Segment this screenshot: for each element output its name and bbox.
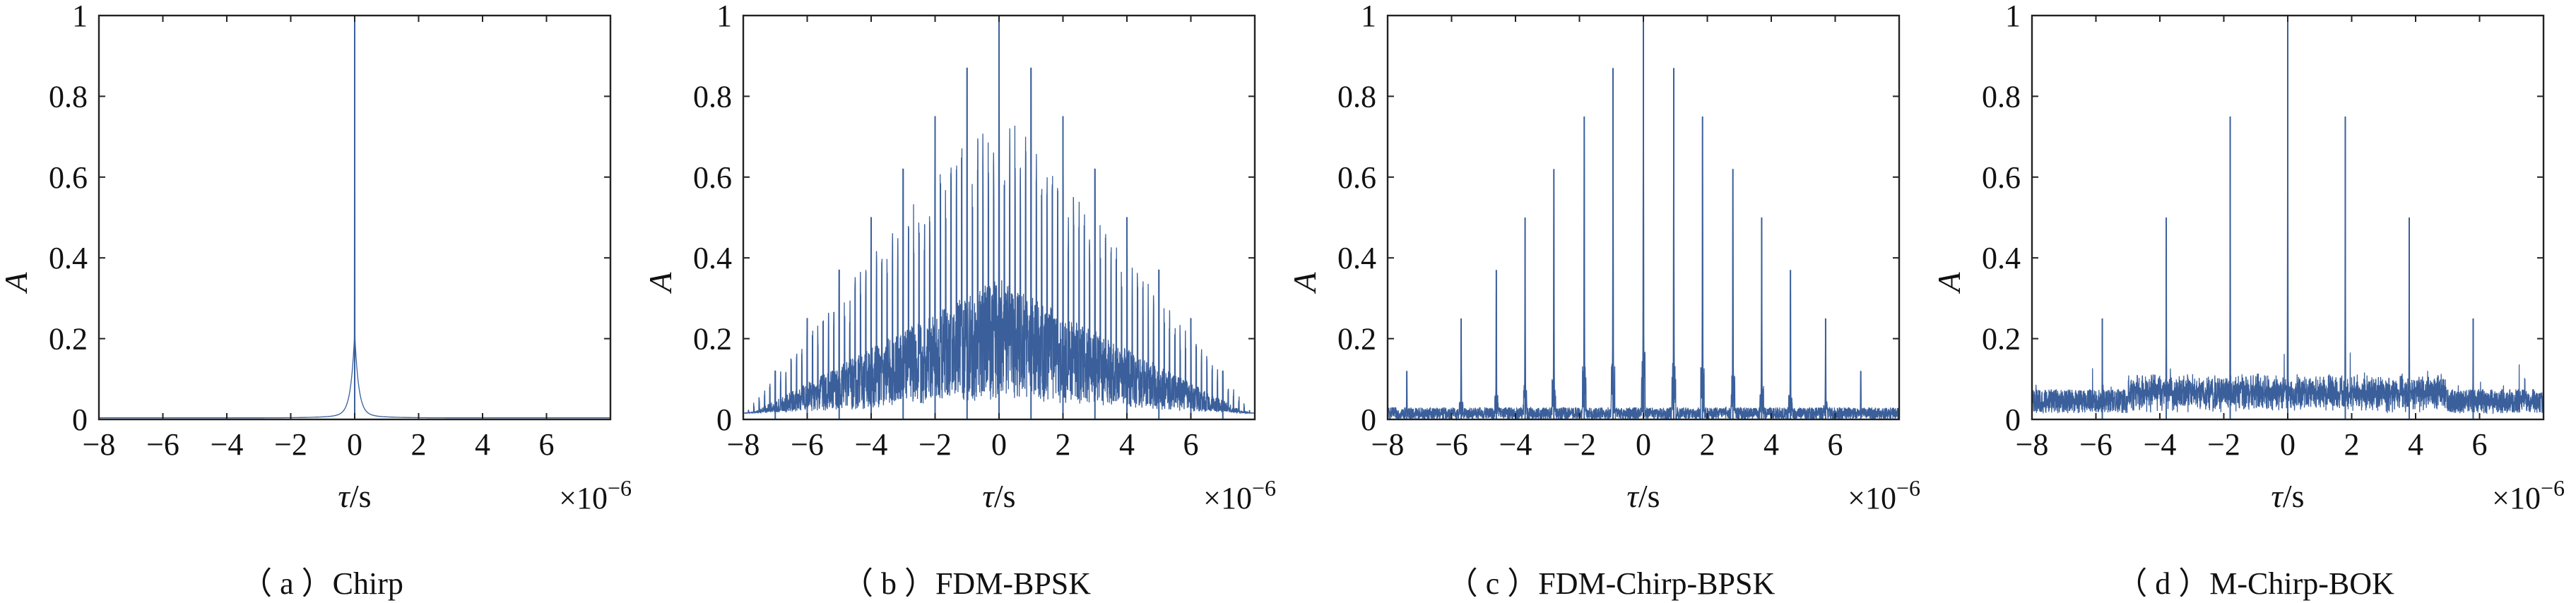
x-tick-label: 6 — [2472, 427, 2488, 462]
y-tick-label: 0.6 — [693, 160, 732, 195]
y-tick-label: 0 — [2005, 402, 2021, 437]
y-tick-label: 0 — [72, 402, 88, 437]
y-tick-label: 1 — [1361, 0, 1376, 33]
x-axis-label: τ/s — [2271, 478, 2304, 514]
y-tick-label: 0.2 — [49, 322, 88, 357]
x-tick-label: −2 — [2207, 427, 2240, 462]
y-tick-label: 1 — [2005, 0, 2021, 33]
y-axis-label: A — [0, 272, 34, 294]
x-tick-label: 0 — [347, 427, 362, 462]
x-tick-label: 6 — [1828, 427, 1843, 462]
x-tick-label: −2 — [1563, 427, 1596, 462]
x-axis-label: τ/s — [1626, 478, 1660, 514]
panel-caption: （ c ）FDM-Chirp-BPSK — [1446, 566, 1776, 601]
y-tick-label: 1 — [716, 0, 732, 33]
x-tick-label: −8 — [83, 427, 116, 462]
y-tick-label: 0.6 — [1337, 160, 1376, 195]
y-tick-label: 0.4 — [1982, 241, 2021, 275]
y-tick-label: 0.6 — [49, 160, 88, 195]
x-tick-label: −8 — [1371, 427, 1405, 462]
x-axis-label: τ/s — [982, 478, 1015, 514]
x-tick-label: −2 — [274, 427, 307, 462]
chart-panel-1: −8 −6 −4 −2 0 2 4 6 0 0.2 0.4 0.6 0.8 1 Aτ/s ×10−6 — [0, 0, 632, 515]
x-tick-label: 2 — [1700, 427, 1715, 462]
x-tick-label: −8 — [2016, 427, 2049, 462]
y-tick-label: 0.4 — [49, 241, 88, 275]
x-tick-label: 4 — [1119, 427, 1135, 462]
x-tick-label: −2 — [918, 427, 952, 462]
y-tick-label: 1 — [72, 0, 88, 33]
y-tick-label: 0 — [1361, 402, 1376, 437]
x-tick-label: 2 — [1056, 427, 1071, 462]
x-tick-label: 0 — [991, 427, 1007, 462]
x-tick-label: −6 — [2079, 427, 2113, 462]
x-tick-label: −4 — [855, 427, 888, 462]
x-exponent-label: ×10−6 — [559, 475, 632, 515]
x-exponent-label: ×10−6 — [1203, 475, 1276, 515]
x-tick-label: 6 — [1183, 427, 1199, 462]
y-tick-label: 0.8 — [1982, 79, 2021, 114]
panel-caption: （ a ）Chirp — [241, 566, 403, 601]
x-tick-label: 0 — [1636, 427, 1651, 462]
y-tick-label: 0.8 — [49, 79, 88, 114]
panel-caption: （ b ）FDM-BPSK — [841, 566, 1092, 601]
panel-caption: （ d ）M-Chirp-BOK — [2116, 566, 2394, 601]
x-tick-label: −4 — [211, 427, 244, 462]
y-tick-label: 0.6 — [1982, 160, 2021, 195]
y-tick-label: 0.2 — [1337, 322, 1376, 357]
x-tick-label: −6 — [791, 427, 824, 462]
x-tick-label: −4 — [2144, 427, 2177, 462]
x-tick-label: −4 — [1499, 427, 1532, 462]
y-axis-label: A — [1931, 272, 1967, 294]
y-tick-label: 0.2 — [1982, 322, 2021, 357]
x-exponent-label: ×10−6 — [1848, 475, 1920, 515]
x-exponent-label: ×10−6 — [2492, 475, 2565, 515]
y-axis-label: A — [642, 272, 678, 294]
chart-panel-3: −8 −6 −4 −2 0 2 4 6 0 0.2 0.4 0.6 0.8 1 Aτ/s ×10−6 — [1287, 0, 1920, 515]
x-tick-label: −6 — [1435, 427, 1468, 462]
x-tick-label: −6 — [146, 427, 179, 462]
y-axis-label: A — [1287, 272, 1323, 294]
x-tick-label: −8 — [727, 427, 760, 462]
x-tick-label: 4 — [1763, 427, 1779, 462]
x-tick-label: 2 — [411, 427, 427, 462]
y-tick-label: 0.8 — [1337, 79, 1376, 114]
x-tick-label: 6 — [539, 427, 555, 462]
chart-panel-4: −8 −6 −4 −2 0 2 4 6 0 0.2 0.4 0.6 0.8 1 Aτ/s ×10−6 — [1931, 0, 2565, 515]
y-tick-label: 0.4 — [1337, 241, 1376, 275]
x-tick-label: 2 — [2344, 427, 2360, 462]
x-axis-label: τ/s — [338, 478, 371, 514]
y-tick-label: 0 — [716, 402, 732, 437]
chart-panel-2: −8 −6 −4 −2 0 2 4 6 0 0.2 0.4 0.6 0.8 1 Aτ/s ×10−6 — [642, 0, 1276, 515]
y-tick-label: 0.4 — [693, 241, 732, 275]
x-tick-label: 4 — [475, 427, 490, 462]
y-tick-label: 0.8 — [693, 79, 732, 114]
y-tick-label: 0.2 — [693, 322, 732, 357]
x-tick-label: 4 — [2408, 427, 2423, 462]
x-tick-label: 0 — [2280, 427, 2296, 462]
